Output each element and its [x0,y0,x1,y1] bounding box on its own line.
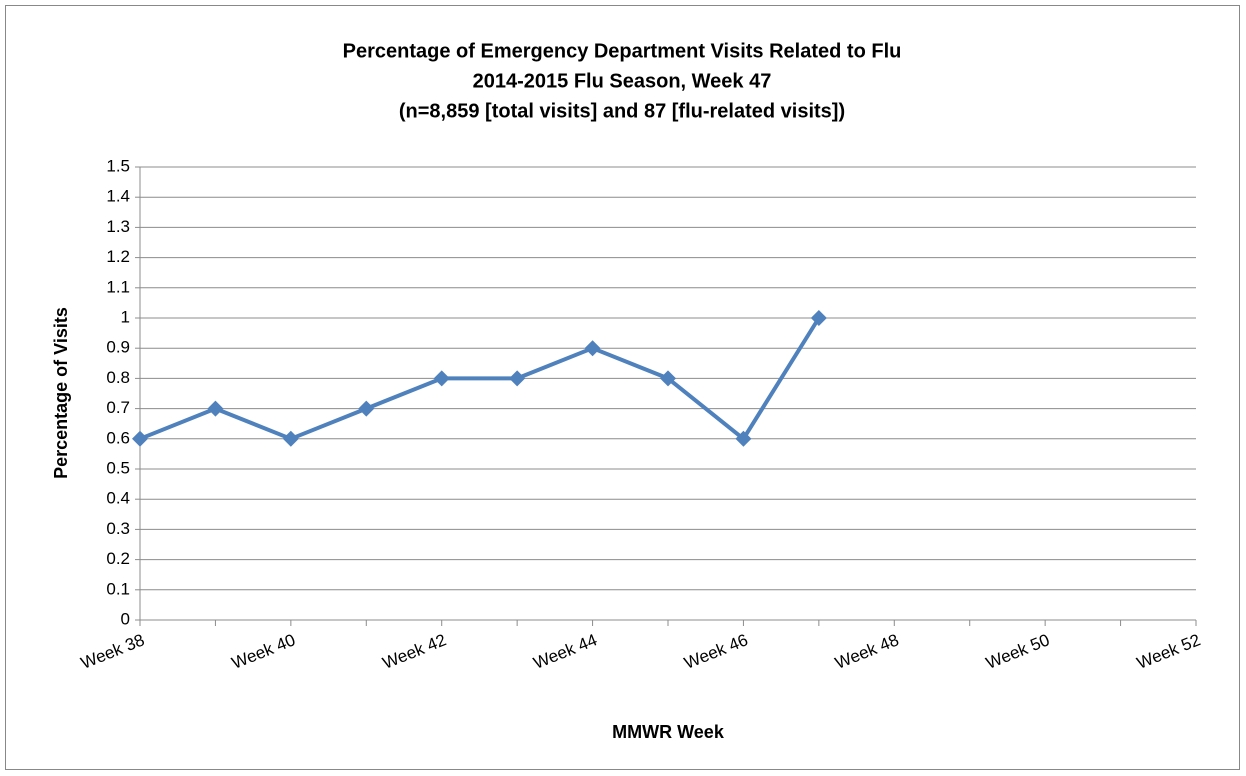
chart-border [5,5,1240,770]
data-point [358,400,375,417]
x-axis-title: MMWR Week [612,722,725,742]
series-line [139,316,821,441]
y-tick-label: 0.4 [106,489,130,508]
y-tick-label: 1.2 [106,247,130,266]
y-tick-label: 1.4 [106,187,130,206]
y-tick-label: 0.1 [106,579,130,598]
y-tick-label: 0.7 [106,398,130,417]
y-tick-label: 0.8 [106,368,130,387]
data-point [207,400,224,417]
chart-title: 2014-2015 Flu Season, Week 47 [473,70,772,92]
data-point [735,430,752,447]
y-axis-title: Percentage of Visits [51,307,71,479]
y-tick-label: 0.5 [106,458,130,477]
y-tick-label: 0.3 [106,519,130,538]
y-tick-label: 0.2 [106,549,130,568]
data-point [810,310,827,326]
data-point [433,370,450,387]
y-tick-label: 0 [121,609,130,628]
data-point [584,340,601,357]
y-tick-label: 0.6 [106,428,130,447]
y-tick-label: 0.9 [106,338,130,357]
chart-title: Percentage of Emergency Department Visit… [343,40,902,62]
data-point [509,370,526,387]
data-point [132,430,148,447]
chart-title: (n=8,859 [total visits] and 87 [flu-rela… [399,100,845,122]
data-point [282,430,299,447]
y-tick-label: 1.5 [106,156,130,175]
data-point [660,370,676,387]
y-tick-label: 1.3 [106,217,130,236]
y-tick-label: 1 [121,307,130,326]
y-tick-label: 1.1 [106,277,130,296]
